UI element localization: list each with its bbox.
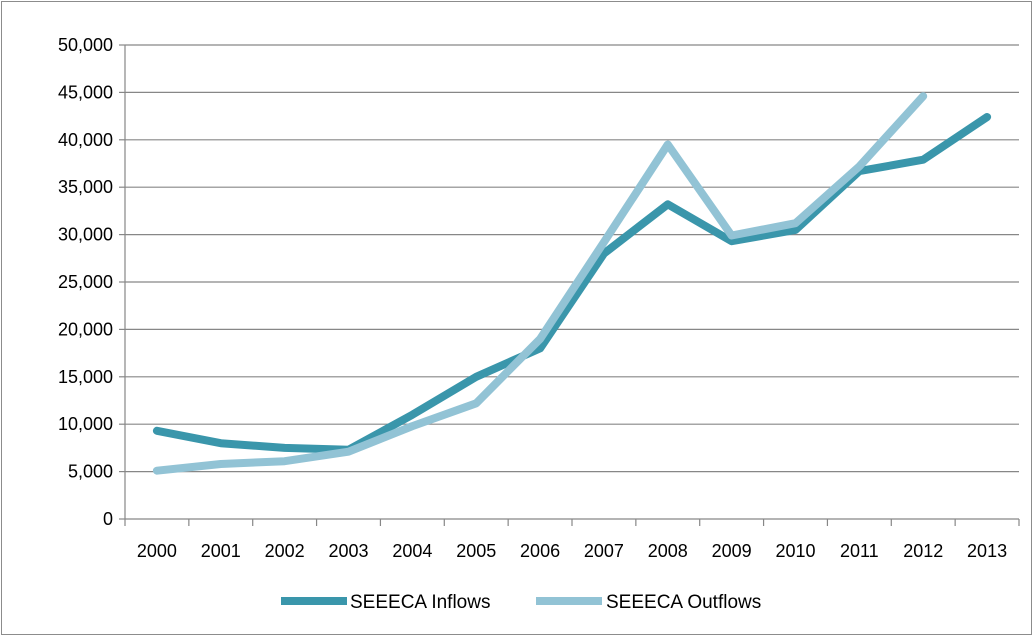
x-tick-label: 2010 [775,541,815,561]
y-tick-label: 15,000 [58,367,113,387]
legend: SEEECA Inflows SEEECA Outflows [281,592,761,613]
y-tick-label: 35,000 [58,177,113,197]
x-tick-label: 2009 [712,541,752,561]
y-tick-label: 0 [103,509,113,529]
y-tick-label: 5,000 [68,462,113,482]
legend-label: SEEECA Outflows [606,592,761,613]
x-tick-label: 2008 [648,541,688,561]
x-tick-labels: 2000 2001 2002 2003 2004 2005 2006 2007 2008 2009… [137,541,1007,561]
x-tick-label: 2001 [201,541,241,561]
x-tick-label: 2011 [840,541,879,561]
x-tick-label: 2004 [392,541,432,561]
y-tick-label: 45,000 [58,82,113,102]
series-line-outflows [152,92,928,475]
axes [119,44,1020,526]
y-tick-label: 40,000 [58,130,113,150]
x-tick-label: 2007 [584,541,624,561]
legend-label: SEEECA Inflows [350,592,490,613]
y-tick-label: 25,000 [58,272,113,292]
x-tick-label: 2002 [265,541,305,561]
x-tick-label: 2000 [137,541,177,561]
grid-lines [125,44,1019,473]
x-tick-label: 2005 [456,541,496,561]
x-tick-label: 2013 [967,541,1007,561]
x-tick-label: 2006 [520,541,560,561]
x-tick-label: 2012 [903,541,943,561]
y-tick-labels: 0 5,000 10,000 15,000 20,000 25,000 30,000 35,0… [58,35,113,529]
series-lines [152,92,992,475]
y-tick-label: 10,000 [58,414,113,434]
y-tick-label: 50,000 [58,35,113,55]
y-tick-label: 30,000 [58,225,113,245]
y-tick-label: 20,000 [58,319,113,339]
x-tick-label: 2003 [328,541,368,561]
